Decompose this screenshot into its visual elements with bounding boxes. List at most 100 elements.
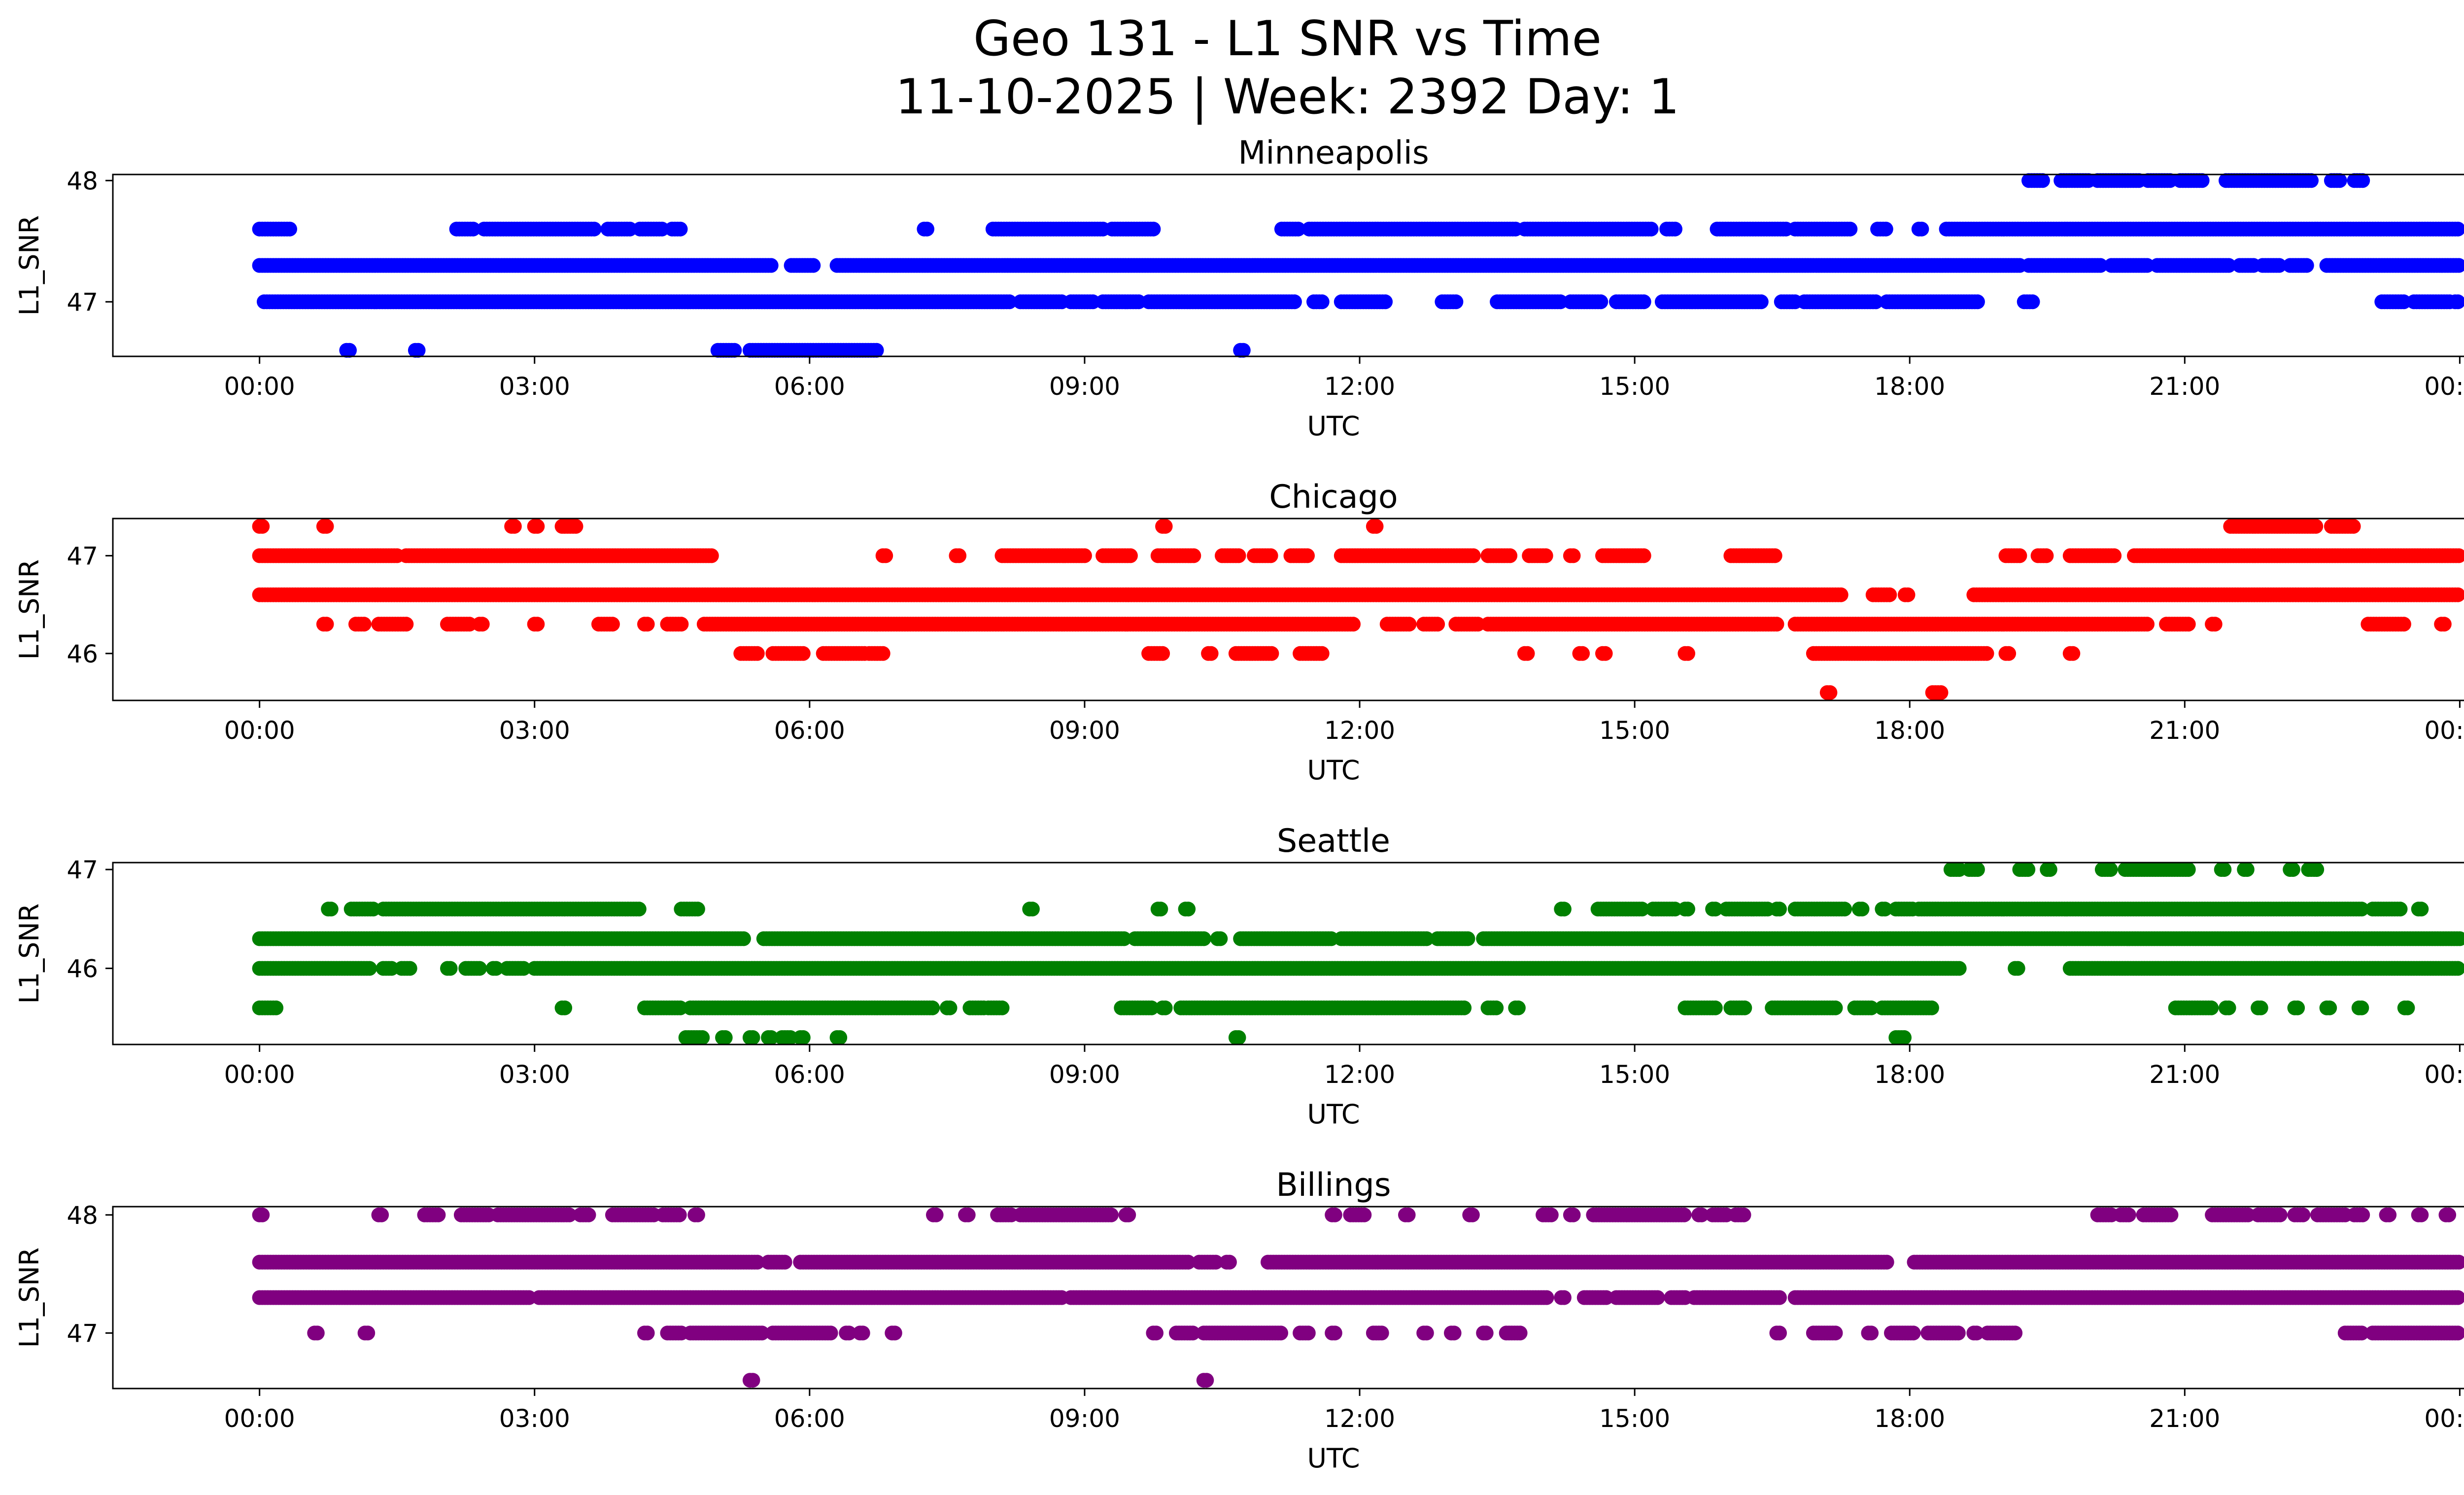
data-point bbox=[1636, 294, 1651, 310]
data-point bbox=[2103, 862, 2118, 877]
data-point bbox=[1643, 221, 1659, 237]
data-point bbox=[1767, 548, 1782, 563]
data-point bbox=[2181, 862, 2196, 877]
scatter-series bbox=[252, 862, 2464, 1045]
data-point bbox=[2012, 548, 2027, 563]
data-point bbox=[475, 617, 490, 632]
data-point bbox=[1196, 931, 1211, 946]
data-point bbox=[2042, 862, 2057, 877]
x-tick-label: 00:00 bbox=[224, 372, 295, 401]
data-point bbox=[2299, 258, 2314, 273]
data-point bbox=[1680, 646, 1695, 661]
data-point bbox=[1598, 646, 1613, 661]
data-point bbox=[1900, 587, 1916, 602]
data-point bbox=[1460, 931, 1475, 946]
data-point bbox=[282, 221, 297, 237]
chart-title: Seattle bbox=[1277, 823, 1390, 860]
data-point bbox=[2039, 548, 2054, 563]
data-point bbox=[2093, 258, 2108, 273]
data-point bbox=[1025, 902, 1040, 917]
data-point bbox=[1466, 548, 1481, 563]
data-point bbox=[952, 548, 967, 563]
data-point bbox=[399, 617, 414, 632]
data-point bbox=[1402, 617, 1417, 632]
figure-title-line-2: 11-10-2025 | Week: 2392 Day: 1 bbox=[895, 69, 1679, 125]
data-point bbox=[2355, 173, 2370, 188]
x-tick-label: 09:00 bbox=[1049, 372, 1120, 401]
data-point bbox=[1566, 548, 1581, 563]
data-point bbox=[1448, 294, 1464, 310]
data-point bbox=[1979, 646, 1994, 661]
data-point bbox=[1153, 902, 1168, 917]
data-point bbox=[1186, 548, 1201, 563]
data-point bbox=[690, 902, 705, 917]
data-point bbox=[605, 617, 620, 632]
figure-title-line-1: Geo 131 - L1 SNR vs Time bbox=[973, 11, 1602, 67]
data-point bbox=[1878, 221, 1893, 237]
x-tick-label: 21:00 bbox=[2149, 716, 2220, 745]
data-point bbox=[2140, 258, 2155, 273]
data-point bbox=[2396, 617, 2411, 632]
data-point bbox=[1158, 519, 1173, 534]
data-point bbox=[2020, 862, 2036, 877]
data-point bbox=[2194, 173, 2210, 188]
data-point bbox=[2332, 173, 2347, 188]
chart-title: Minneapolis bbox=[1238, 135, 1429, 172]
data-point bbox=[1843, 221, 1858, 237]
data-point bbox=[2035, 173, 2050, 188]
data-point bbox=[2346, 519, 2361, 534]
data-point bbox=[2393, 902, 2408, 917]
data-point bbox=[1833, 587, 1848, 602]
x-axis-label: UTC bbox=[1307, 755, 1360, 786]
x-tick-label: 15:00 bbox=[1599, 372, 1670, 401]
data-point bbox=[255, 519, 270, 534]
data-point bbox=[2309, 862, 2325, 877]
data-point bbox=[727, 343, 742, 358]
data-point bbox=[2450, 221, 2464, 237]
data-point bbox=[568, 519, 583, 534]
x-tick-label: 00:00 bbox=[2424, 372, 2464, 401]
data-point bbox=[869, 343, 884, 358]
data-point bbox=[1772, 902, 1787, 917]
x-tick-label: 18:00 bbox=[1874, 372, 1945, 401]
x-tick-label: 18:00 bbox=[1874, 716, 1945, 745]
y-tick-label: 46 bbox=[67, 640, 98, 668]
chart-title: Chicago bbox=[1269, 479, 1398, 516]
data-point bbox=[704, 548, 719, 563]
data-point bbox=[342, 343, 357, 358]
data-point bbox=[674, 617, 689, 632]
data-point bbox=[1291, 221, 1306, 237]
data-point bbox=[1503, 548, 1518, 563]
data-point bbox=[2271, 258, 2287, 273]
data-point bbox=[2065, 646, 2081, 661]
y-tick-label: 47 bbox=[67, 542, 98, 570]
data-point bbox=[2181, 617, 2196, 632]
x-tick-label: 15:00 bbox=[1599, 716, 1670, 745]
figure-title: Geo 131 - L1 SNR vs Time 11-10-2025 | We… bbox=[0, 10, 2464, 126]
data-point bbox=[1369, 519, 1384, 534]
data-point bbox=[2308, 519, 2324, 534]
data-point bbox=[654, 221, 670, 237]
data-point bbox=[1300, 548, 1315, 563]
data-point bbox=[323, 902, 339, 917]
data-point bbox=[763, 258, 779, 273]
data-point bbox=[878, 548, 893, 563]
data-point bbox=[1231, 548, 1246, 563]
y-axis-label: L1_SNR bbox=[14, 559, 45, 660]
data-point bbox=[673, 221, 688, 237]
data-point bbox=[2239, 862, 2255, 877]
data-point bbox=[2107, 548, 2122, 563]
data-point bbox=[1882, 587, 1897, 602]
data-point bbox=[466, 221, 481, 237]
data-point bbox=[1181, 902, 1196, 917]
y-axis-label: L1_SNR bbox=[14, 215, 45, 316]
data-point bbox=[875, 646, 890, 661]
data-point bbox=[530, 617, 545, 632]
data-point bbox=[1680, 902, 1695, 917]
data-point bbox=[736, 931, 751, 946]
data-point bbox=[622, 221, 638, 237]
y-tick-label: 47 bbox=[67, 288, 98, 316]
